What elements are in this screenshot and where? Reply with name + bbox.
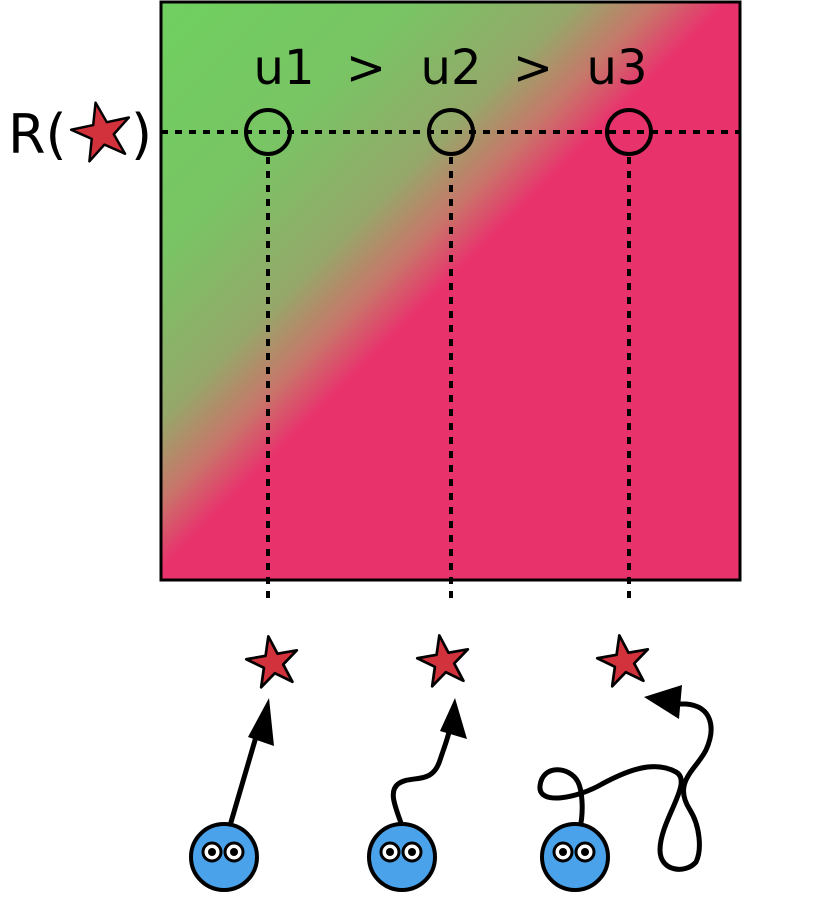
agent-path-2 (390, 698, 467, 829)
reward-label-suffix: ) (131, 103, 152, 166)
agent-icon-1 (189, 822, 259, 892)
arrow-head-icon (248, 698, 274, 746)
utility-label-u3: u3 (587, 40, 648, 96)
goal-star-icon-2 (414, 631, 473, 688)
star-icon (67, 97, 136, 164)
agent-icon-3 (540, 822, 610, 892)
goal-star-icon-1 (243, 632, 302, 689)
goal-star-icon-3 (594, 631, 653, 688)
utility-circle-1 (244, 108, 292, 156)
reward-label-prefix: R( (8, 103, 67, 166)
arrow-head-icon (644, 685, 682, 719)
utility-circle-3 (605, 108, 653, 156)
utility-circle-2 (427, 108, 475, 156)
agent-path-3 (537, 685, 714, 872)
agent-icon-2 (367, 822, 437, 892)
utility-label-u2: u2 (421, 40, 482, 96)
greater-than-2: > (513, 40, 553, 96)
utility-label-u1: u1 (254, 40, 315, 96)
arrow-head-icon (440, 698, 467, 739)
agent-path-1 (226, 698, 274, 832)
greater-than-1: > (346, 40, 386, 96)
